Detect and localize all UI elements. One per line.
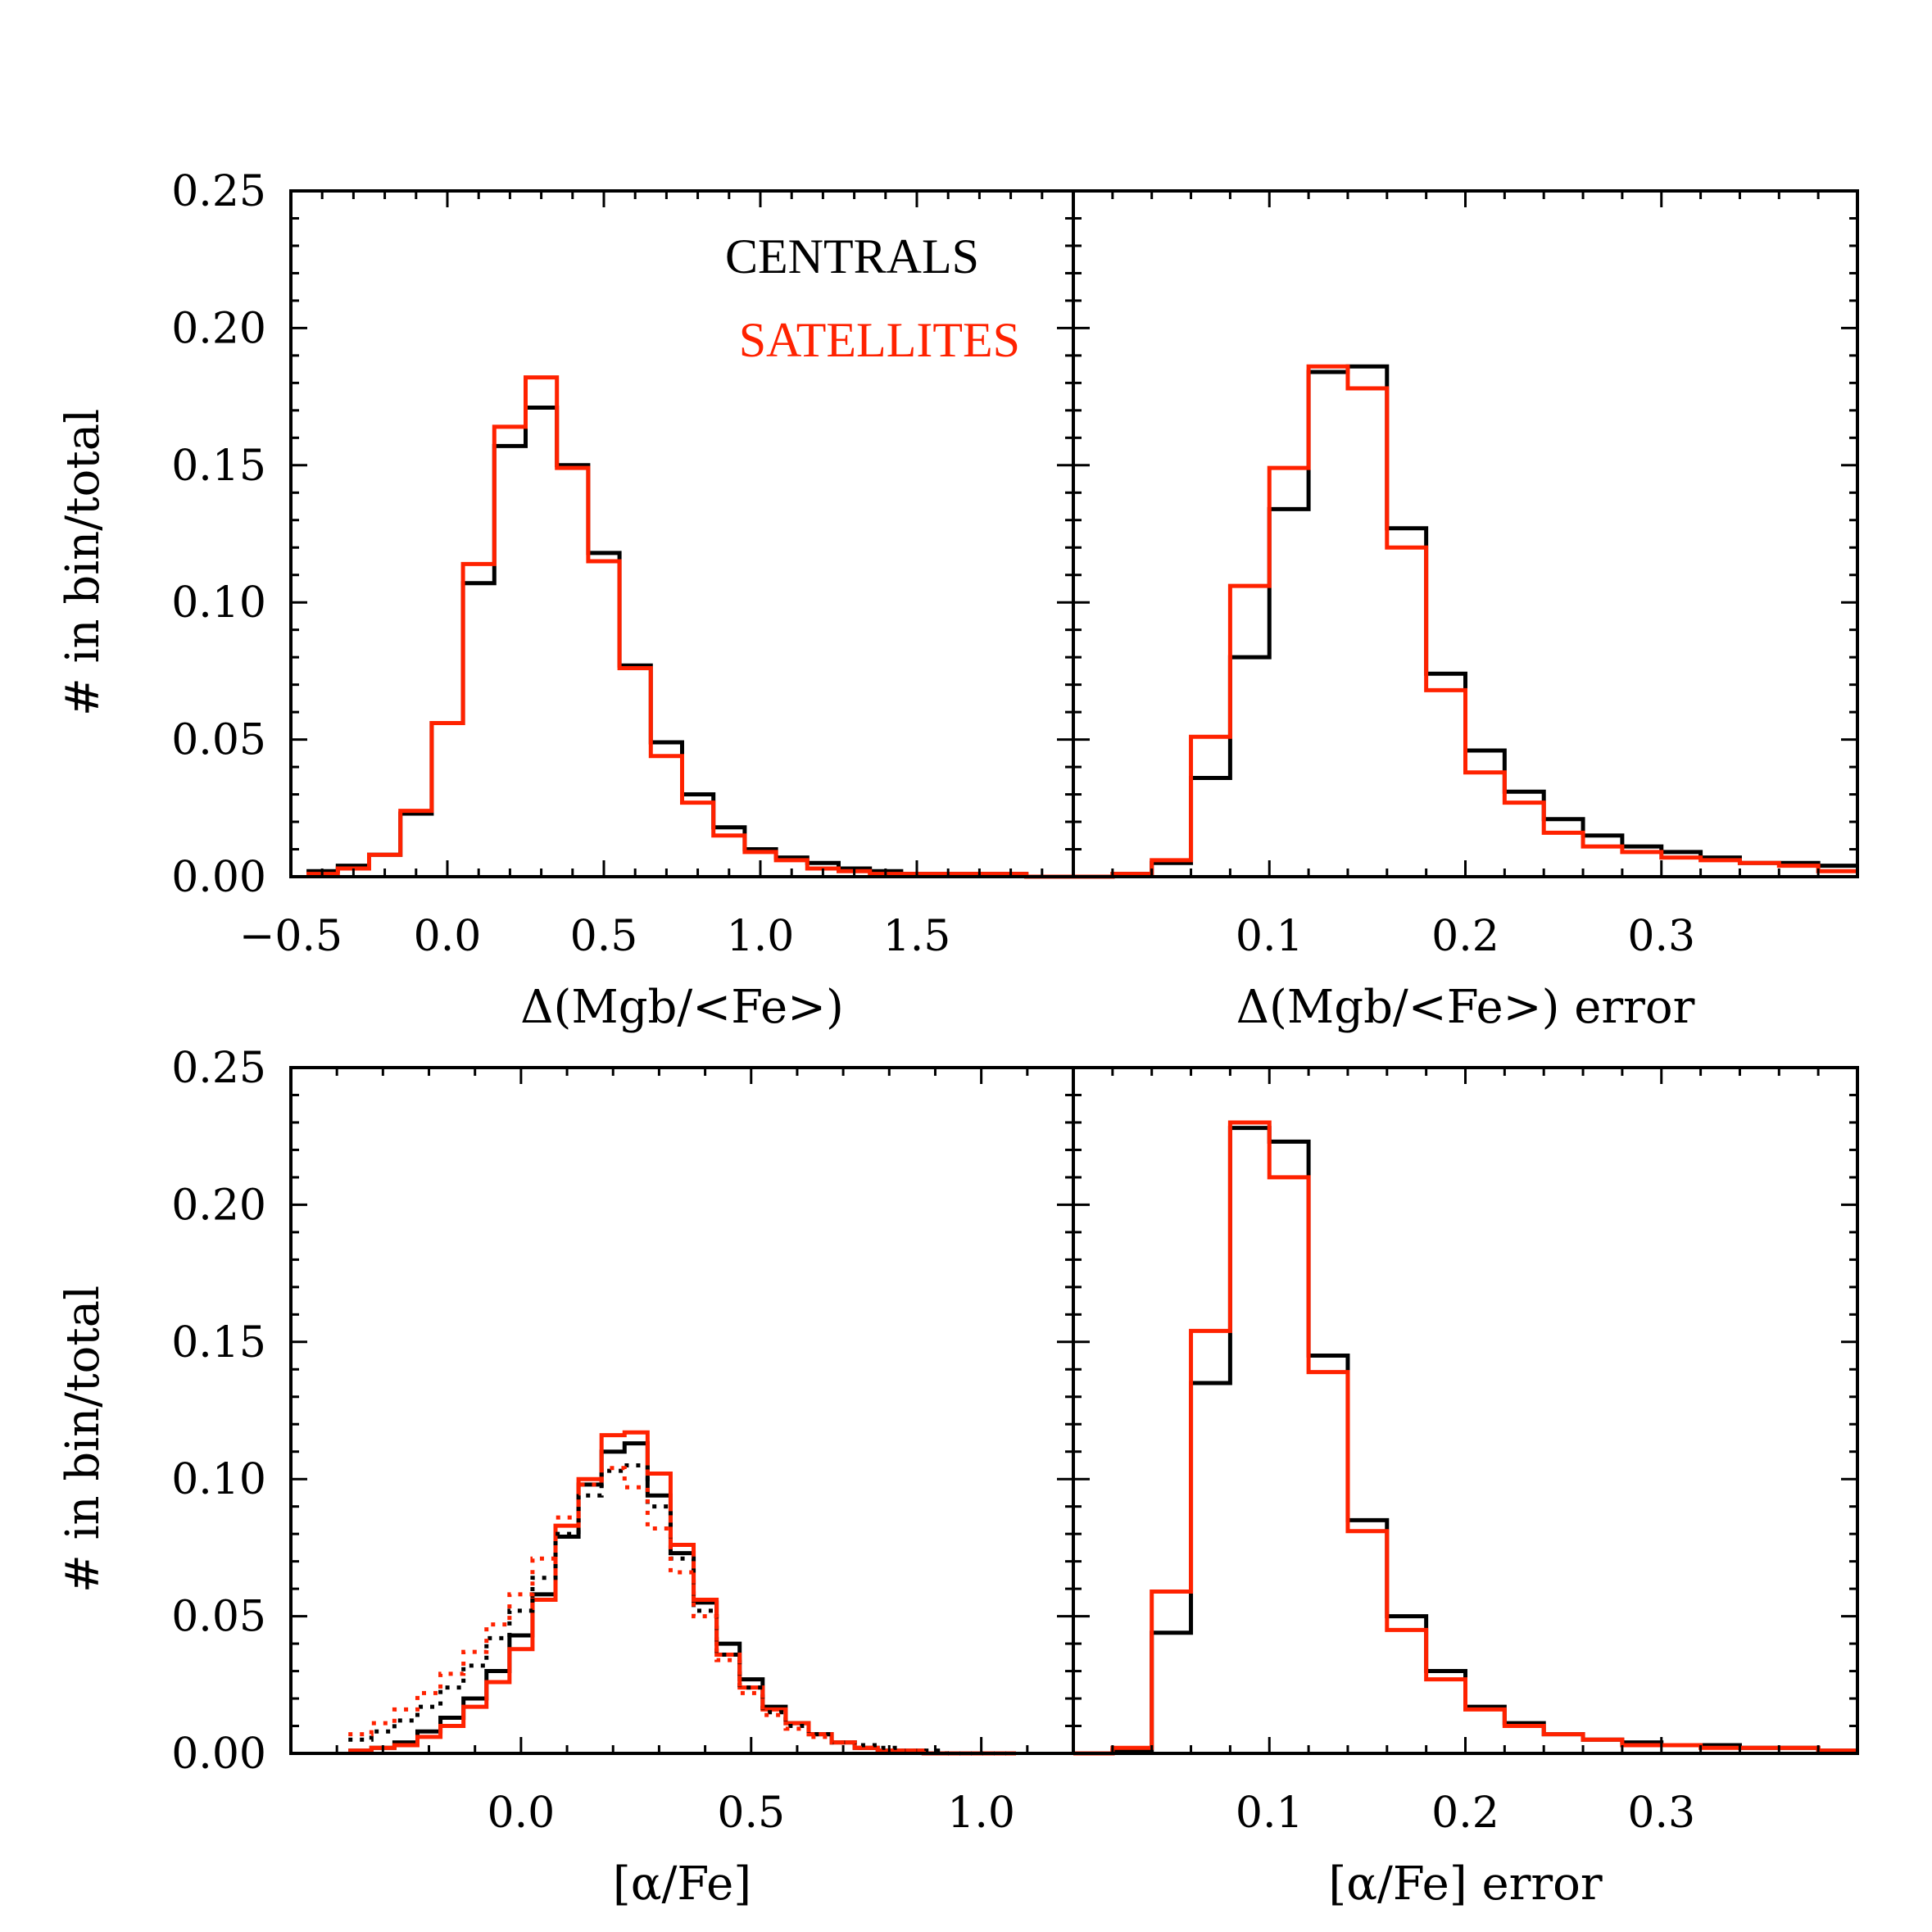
panel-bottom-left: 0.0 0.5 1.0 0.00 0.05 0.10 0.15 0.20 0.25 [α/Fe] #… xyxy=(57,1044,1075,1911)
y-tick-label: 0.15 xyxy=(171,442,266,491)
histogram-satellites-line xyxy=(306,375,1073,879)
histogram-centrals-line xyxy=(348,1441,1016,1756)
y-tick-label: 0.10 xyxy=(171,578,266,628)
x-tick-label: 0.2 xyxy=(1431,912,1499,961)
y-tick-label: 0.25 xyxy=(171,1044,266,1093)
y-tick-label: 0.00 xyxy=(171,853,266,902)
histogram-satellites-line xyxy=(348,1430,1016,1756)
y-axis-label: # in bin/total xyxy=(57,409,110,716)
x-axis-label: [α/Fe] error xyxy=(1328,1857,1603,1911)
x-tick-label: 0.5 xyxy=(570,912,638,961)
x-tick-label: 1.0 xyxy=(947,1789,1015,1838)
y-axis-label: # in bin/total xyxy=(57,1286,110,1593)
y-tick-label: 0.05 xyxy=(171,1593,266,1642)
panel-top-right: 0.1 0.2 0.3 Δ(Mgb/<Fe>) error xyxy=(1072,189,1859,1034)
panel-bottom-right: 0.1 0.2 0.3 [α/Fe] error xyxy=(1072,1066,1859,1911)
y-tick-label: 0.10 xyxy=(171,1455,266,1504)
y-tick-label: 0.25 xyxy=(171,167,266,216)
x-axis-label: [α/Fe] xyxy=(613,1857,751,1911)
x-axis-label: Δ(Mgb/<Fe>) xyxy=(520,981,844,1034)
histogram-satellites-line xyxy=(1073,1120,1857,1756)
y-tick-label: 0.20 xyxy=(171,304,266,353)
x-tick-label: 0.2 xyxy=(1431,1789,1499,1838)
x-tick-label: 0.0 xyxy=(414,912,482,961)
histogram-centrals-line xyxy=(306,405,1073,879)
plot-frame xyxy=(289,1066,1075,1755)
x-tick-label: 0.1 xyxy=(1236,1789,1304,1838)
y-tick-label: 0.15 xyxy=(171,1318,266,1367)
x-tick-label: 0.5 xyxy=(717,1789,785,1838)
y-tick-label: 0.00 xyxy=(171,1730,266,1779)
panel-top-left: −0.5 0.0 0.5 1.0 1.5 0.00 0.05 0.10 0.15 0.20 0.25… xyxy=(57,167,1075,1034)
x-tick-label: 1.0 xyxy=(727,912,795,961)
legend-centrals: CENTRALS xyxy=(725,229,979,283)
x-tick-label: −0.5 xyxy=(239,912,342,961)
x-tick-label: 0.3 xyxy=(1627,912,1695,961)
histogram-satellites-line xyxy=(1073,364,1857,879)
legend-satellites: SATELLITES xyxy=(739,313,1020,367)
x-tick-label: 0.1 xyxy=(1236,912,1304,961)
x-axis-label: Δ(Mgb/<Fe>) error xyxy=(1236,981,1695,1034)
histogram-centrals-dotted-line xyxy=(348,1463,1016,1756)
x-tick-label: 0.3 xyxy=(1627,1789,1695,1838)
y-tick-label: 0.05 xyxy=(171,716,266,765)
y-tick-label: 0.20 xyxy=(171,1181,266,1230)
x-tick-label: 1.5 xyxy=(883,912,951,961)
histogram-satellites-dotted-line xyxy=(348,1466,1016,1756)
x-tick-label: 0.0 xyxy=(488,1789,556,1838)
